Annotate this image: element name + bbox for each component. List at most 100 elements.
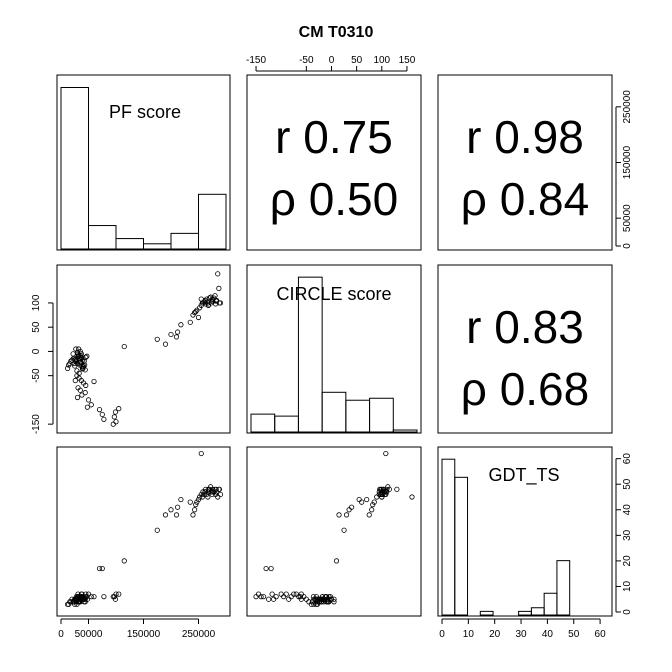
scatter-point-1-0: [111, 414, 117, 420]
scatter-point-2-1: [359, 499, 365, 505]
scatter-point-2-0: [69, 596, 75, 602]
scatter-point-1-0: [65, 365, 71, 371]
pf-right-axis-label: 50000: [622, 204, 633, 232]
scatter-point-2-1: [309, 599, 315, 605]
panel-frame-1-2: [437, 264, 613, 434]
scatter-point-2-0: [204, 491, 210, 498]
scatter-point-1-0: [66, 362, 72, 368]
scatter-point-1-0: [70, 356, 76, 362]
gdt-bottom-axis-label: 30: [515, 629, 527, 640]
circle-left-axis-label: 100: [31, 294, 42, 311]
gdt-right-axis-label: 0: [622, 609, 633, 615]
pf-right-axis-label: 0: [622, 243, 633, 249]
scatter-point-1-0: [121, 343, 127, 350]
scatter-point-2-1: [283, 591, 289, 597]
scatter-point-2-1: [364, 496, 370, 503]
scatter-point-1-0: [175, 329, 181, 335]
scatter-point-1-0: [81, 358, 87, 364]
circle-top-axis-label: -150: [246, 55, 266, 66]
corr-rho-0-1: ρ 0.50: [270, 173, 398, 225]
scatter-point-1-0: [77, 387, 83, 393]
scatter-point-1-0: [78, 352, 84, 358]
pf-bottom-axis-label: 250000: [182, 629, 216, 640]
scatter-point-2-1: [273, 594, 279, 600]
scatter-point-2-1: [385, 484, 391, 490]
gdt-bottom-axis-label: 20: [489, 629, 501, 640]
scatter-point-1-0: [154, 336, 160, 342]
scatter-point-1-0: [72, 363, 78, 369]
scatter-point-1-0: [70, 351, 76, 357]
scatter-point-1-0: [85, 397, 92, 403]
scatter-point-2-0: [91, 594, 97, 600]
scatter-point-2-1: [255, 591, 262, 597]
hist-bar-pf-2: [115, 238, 144, 250]
scatter-point-2-0: [205, 494, 211, 500]
scatter-point-1-0: [202, 299, 208, 305]
scatter-point-2-1: [356, 496, 362, 503]
scatter-point-2-0: [217, 491, 224, 498]
scatter-point-2-1: [311, 601, 317, 607]
scatter-point-1-0: [91, 378, 97, 385]
scatter-point-1-0: [75, 351, 81, 357]
scatter-point-2-0: [205, 486, 211, 492]
scatter-point-1-0: [193, 309, 199, 315]
scatter-point-2-0: [72, 601, 78, 607]
scatter-point-2-1: [278, 591, 284, 597]
scatter-point-2-1: [349, 504, 355, 510]
scatter-point-1-0: [198, 296, 204, 302]
scatter-point-2-1: [370, 502, 376, 508]
scatter-point-2-0: [68, 599, 74, 605]
scatter-point-1-0: [82, 390, 88, 396]
panel-frame-2-1: [246, 446, 422, 617]
scatter-point-2-0: [201, 491, 207, 498]
scatter-point-2-1: [271, 596, 277, 602]
scatter-point-2-0: [168, 507, 174, 513]
scatter-point-1-0: [77, 362, 83, 368]
scatter-point-2-0: [200, 489, 206, 495]
scatter-point-2-0: [83, 591, 89, 597]
scatter-point-2-0: [99, 565, 105, 572]
panel-frame-1-0: [56, 264, 231, 434]
scatter-point-1-0: [173, 334, 180, 340]
scatter-point-2-1: [314, 601, 320, 607]
scatter-point-2-0: [215, 494, 221, 500]
scatter-point-2-1: [297, 594, 303, 600]
hist-bar-circle-0: [250, 413, 276, 433]
scatter-point-1-0: [96, 407, 103, 413]
scatter-point-2-0: [75, 599, 81, 605]
scatter-point-2-1: [321, 599, 327, 605]
pf-right-axis-label: 250000: [622, 90, 633, 124]
gdt-bottom-axis-label: 10: [463, 629, 475, 640]
scatter-point-2-1: [286, 596, 292, 602]
hist-bar-gdt-8: [543, 592, 558, 616]
scatter-point-1-0: [84, 353, 90, 359]
corr-r-0-1: r 0.75: [275, 111, 393, 163]
scatter-point-2-1: [318, 599, 325, 605]
scatter-point-1-0: [116, 406, 122, 412]
gdt-bottom-axis-label: 40: [542, 629, 554, 640]
scatter-point-2-1: [293, 591, 299, 597]
gdt-right-axis-label: 20: [622, 555, 633, 567]
scatter-point-2-0: [173, 512, 180, 518]
gdt-right-axis-label: 60: [622, 453, 633, 465]
scatter-point-2-1: [322, 594, 329, 600]
scatter-point-2-0: [199, 494, 205, 500]
scatter-point-2-1: [298, 591, 304, 597]
scatter-point-1-0: [212, 293, 218, 299]
scatter-point-2-0: [82, 596, 88, 602]
hist-bar-pf-1: [88, 225, 117, 250]
scatter-point-1-0: [69, 357, 75, 363]
hist-bar-circle-1: [274, 415, 299, 433]
scatter-point-2-1: [379, 491, 385, 498]
scatter-point-2-1: [346, 507, 352, 513]
scatter-point-2-0: [198, 450, 204, 457]
scatter-point-2-1: [333, 558, 340, 564]
hist-bar-circle-6: [392, 429, 418, 433]
scatter-point-2-0: [73, 599, 80, 605]
scatter-point-2-0: [205, 489, 211, 495]
scatter-point-2-0: [113, 591, 119, 597]
scatter-point-2-1: [341, 527, 347, 533]
scatter-point-2-1: [336, 512, 342, 518]
scatter-point-2-0: [216, 486, 222, 492]
